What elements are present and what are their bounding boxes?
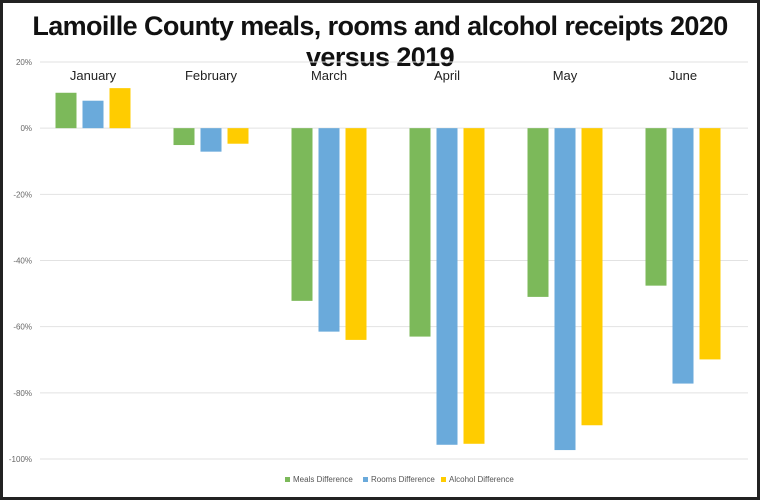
legend-swatch bbox=[363, 477, 368, 482]
bar-alcohol-difference bbox=[227, 128, 249, 144]
category-label: May bbox=[553, 68, 578, 83]
y-tick-label: -100% bbox=[9, 455, 32, 464]
bar-meals-difference bbox=[527, 128, 549, 297]
y-tick-label: -80% bbox=[13, 389, 32, 398]
bar-rooms-difference bbox=[318, 128, 340, 332]
category-label: January bbox=[70, 68, 117, 83]
y-tick-label: -60% bbox=[13, 323, 32, 332]
bar-rooms-difference bbox=[200, 128, 222, 152]
y-tick-label: -40% bbox=[13, 257, 32, 266]
bar-meals-difference bbox=[645, 128, 667, 286]
bar-alcohol-difference bbox=[699, 128, 721, 360]
bar-meals-difference bbox=[291, 128, 313, 301]
bar-meals-difference bbox=[409, 128, 431, 337]
bar-rooms-difference bbox=[436, 128, 458, 445]
legend-swatch bbox=[441, 477, 446, 482]
bar-alcohol-difference bbox=[345, 128, 367, 340]
category-label: March bbox=[311, 68, 347, 83]
bar-alcohol-difference bbox=[581, 128, 603, 426]
y-tick-label: -20% bbox=[13, 190, 32, 199]
y-tick-label: 0% bbox=[20, 124, 32, 133]
bar-meals-difference bbox=[173, 128, 195, 146]
bar-rooms-difference bbox=[672, 128, 694, 384]
legend-swatch bbox=[285, 477, 290, 482]
bar-chart: 20% 0% -20% -40% -60% -80% -100% January Februar… bbox=[9, 58, 748, 484]
y-tick-label: 20% bbox=[16, 58, 32, 67]
category-label: June bbox=[669, 68, 697, 83]
bar-rooms-difference bbox=[82, 100, 104, 129]
category-label: February bbox=[185, 68, 238, 83]
bar-rooms-difference bbox=[554, 128, 576, 451]
chart-title: Lamoille County meals, rooms and alcohol… bbox=[32, 11, 728, 72]
category-label: April bbox=[434, 68, 460, 83]
legend-label: Rooms Difference bbox=[371, 475, 435, 484]
bar-meals-difference bbox=[55, 92, 77, 129]
legend-label: Meals Difference bbox=[293, 475, 353, 484]
bar-alcohol-difference bbox=[109, 88, 131, 129]
bar-alcohol-difference bbox=[463, 128, 485, 444]
legend-label: Alcohol Difference bbox=[449, 475, 514, 484]
